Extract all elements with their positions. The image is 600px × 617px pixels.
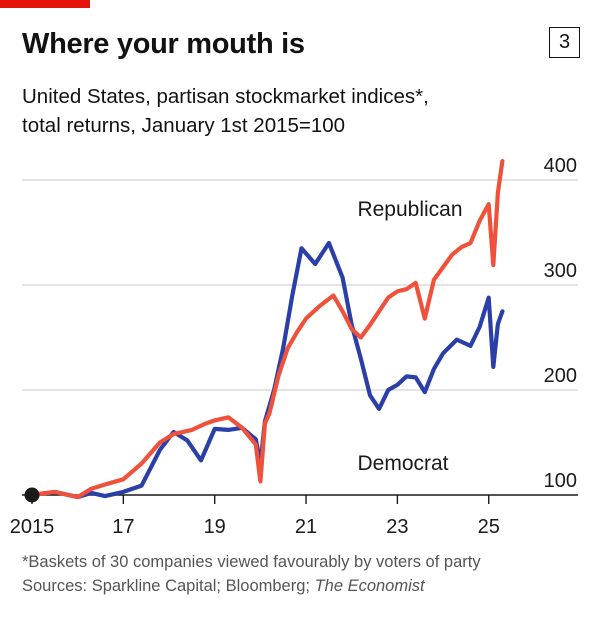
chart-title: Where your mouth is xyxy=(22,28,305,60)
series-line-republican xyxy=(29,159,505,500)
sources-text: Sources: Sparkline Capital; Bloomberg; xyxy=(22,577,315,595)
y-tick-label-400: 400 xyxy=(544,155,577,177)
y-axis-ticks: 100 200 300 400 xyxy=(544,155,577,492)
x-tick-label-2025: 25 xyxy=(478,516,500,538)
chart-subtitle: United States, partisan stockmarket indi… xyxy=(22,82,582,140)
x-tick-label-2015: 2015 xyxy=(10,516,55,538)
footnote-sources: Sources: Sparkline Capital; Bloomberg; T… xyxy=(22,574,592,598)
series-line-democrat xyxy=(29,240,505,500)
x-tick-label-2017: 17 xyxy=(112,516,134,538)
series-labels: Republican Democrat xyxy=(357,198,462,475)
footnote: *Baskets of 30 companies viewed favourab… xyxy=(22,550,592,598)
y-tick-label-200: 200 xyxy=(544,365,577,387)
sources-publisher: The Economist xyxy=(314,577,425,595)
chart-number-badge: 3 xyxy=(549,27,580,58)
subtitle-line-2: total returns, January 1st 2015=100 xyxy=(22,114,346,137)
footnote-note: *Baskets of 30 companies viewed favourab… xyxy=(22,553,481,571)
x-tick-label-2023: 23 xyxy=(386,516,408,538)
series-label-democrat: Democrat xyxy=(357,452,448,475)
x-tick-label-2021: 21 xyxy=(295,516,317,538)
x-axis: 2015 17 19 21 23 25 xyxy=(10,495,500,538)
y-tick-label-300: 300 xyxy=(544,260,577,282)
series-label-republican: Republican xyxy=(357,198,462,221)
series-lines xyxy=(24,159,505,503)
start-point-dot xyxy=(24,487,40,503)
x-tick-label-2019: 19 xyxy=(204,516,226,538)
brand-red-tag xyxy=(0,0,90,8)
y-tick-label-100: 100 xyxy=(544,470,577,492)
subtitle-line-1: United States, partisan stockmarket indi… xyxy=(22,85,429,108)
